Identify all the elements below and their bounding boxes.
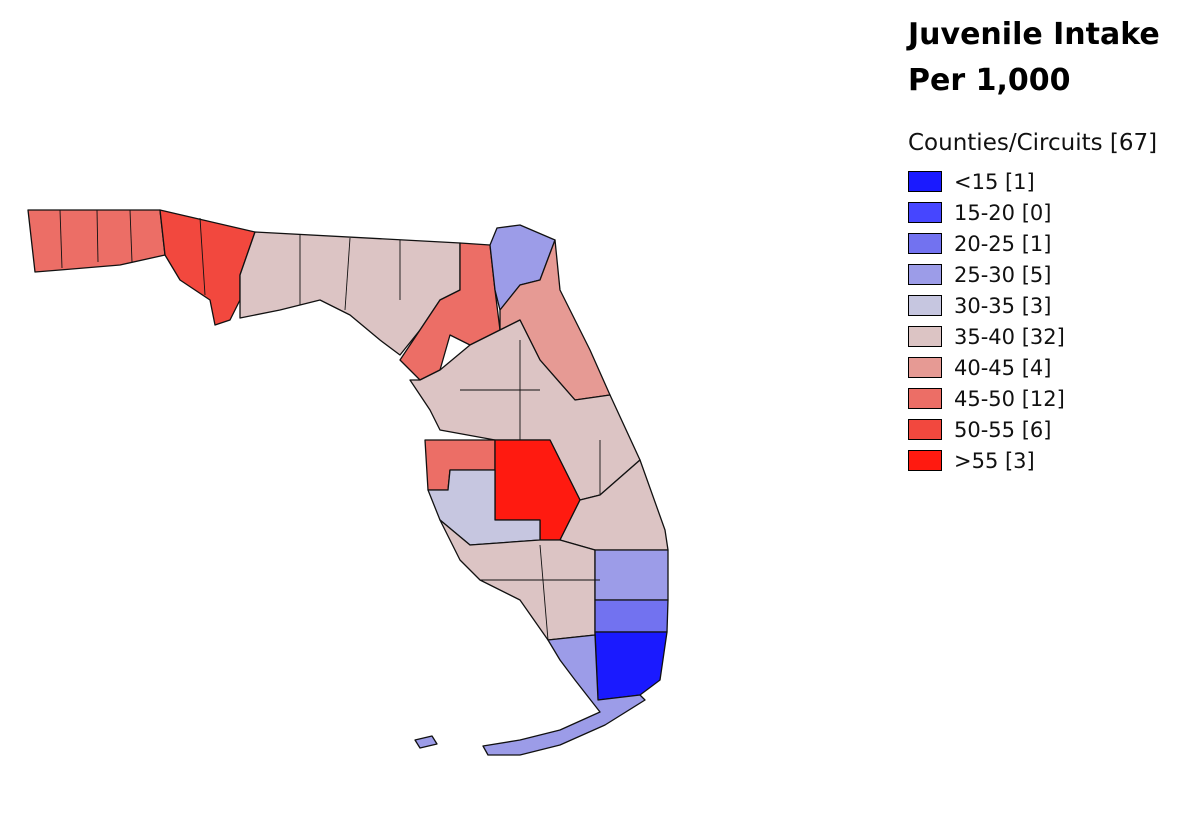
legend-items: <15 [1] 15-20 [0] 20-25 [1] 25-30 [5] 30-35 …: [908, 166, 1198, 476]
legend-label: >55 [3]: [954, 448, 1035, 473]
legend-item: 30-35 [3]: [908, 290, 1198, 321]
region: [594, 599, 669, 633]
county-line: [59, 209, 63, 269]
legend-item: >55 [3]: [908, 445, 1198, 476]
region: [594, 631, 668, 701]
title: Juvenile Intake: [908, 17, 1160, 52]
region: [27, 209, 166, 273]
legend-item: 25-30 [5]: [908, 259, 1198, 290]
legend-title: Counties/Circuits [67]: [908, 130, 1158, 156]
region: [594, 549, 669, 601]
legend-swatch: [908, 419, 942, 440]
legend-label: 45-50 [12]: [954, 386, 1065, 411]
legend-label: 30-35 [3]: [954, 293, 1052, 318]
legend-label: 35-40 [32]: [954, 324, 1065, 349]
region: [482, 634, 646, 756]
legend-swatch: [908, 357, 942, 378]
legend-item: <15 [1]: [908, 166, 1198, 197]
legend-item: 20-25 [1]: [908, 228, 1198, 259]
legend-label: 25-30 [5]: [954, 262, 1052, 287]
county-line: [96, 209, 99, 263]
legend-swatch: [908, 450, 942, 471]
legend-swatch: [908, 264, 942, 285]
legend-item: 15-20 [0]: [908, 197, 1198, 228]
county-line: [199, 217, 206, 296]
legend-label: 50-55 [6]: [954, 417, 1052, 442]
legend-item: 40-45 [4]: [908, 352, 1198, 383]
legend-swatch: [908, 233, 942, 254]
county-line: [344, 237, 351, 311]
county-line: [539, 544, 549, 641]
legend-label: 20-25 [1]: [954, 231, 1052, 256]
legend-item: 45-50 [12]: [908, 383, 1198, 414]
legend-label: <15 [1]: [954, 169, 1035, 194]
legend-swatch: [908, 295, 942, 316]
county-line: [129, 209, 133, 263]
legend-swatch: [908, 388, 942, 409]
legend-item: 50-55 [6]: [908, 414, 1198, 445]
legend-item: 35-40 [32]: [908, 321, 1198, 352]
legend-label: 40-45 [4]: [954, 355, 1052, 380]
map: [27, 209, 669, 756]
legend-label: 15-20 [0]: [954, 200, 1052, 225]
region: [414, 735, 438, 749]
title: Per 1,000: [908, 63, 1071, 98]
legend-swatch: [908, 171, 942, 192]
legend-swatch: [908, 326, 942, 347]
legend-swatch: [908, 202, 942, 223]
legend: Juvenile Intake Per 1,000 Counties/Circu…: [908, 12, 1198, 476]
